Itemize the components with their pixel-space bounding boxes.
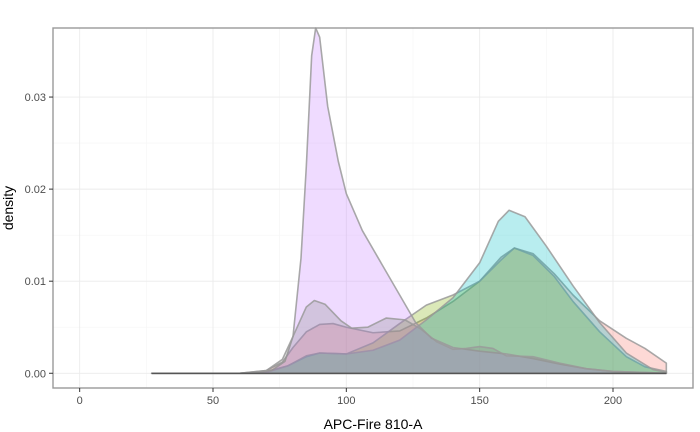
x-tick-label: 150 xyxy=(470,395,488,407)
plot-panel xyxy=(53,28,693,388)
density-area-5 xyxy=(150,299,668,375)
y-tick-label: 0.03 xyxy=(25,92,46,104)
y-tick-label: 0.00 xyxy=(25,368,46,380)
plot-border xyxy=(52,27,694,389)
y-tick-label: 0.02 xyxy=(25,184,46,196)
y-axis-title: density xyxy=(0,186,16,230)
x-tick-label: 100 xyxy=(337,395,355,407)
density-area-1 xyxy=(150,247,668,375)
x-axis-title: APC-Fire 810-A xyxy=(324,416,423,432)
x-axis: 0 50 100 150 200 xyxy=(77,388,622,407)
grid-lines xyxy=(53,28,693,388)
density-series xyxy=(150,27,668,375)
x-tick-label: 50 xyxy=(207,395,219,407)
x-tick-label: 0 xyxy=(77,395,83,407)
density-area-3 xyxy=(150,209,668,375)
y-tick-label: 0.01 xyxy=(25,276,46,288)
x-tick-label: 200 xyxy=(604,395,622,407)
y-axis: 0.00 0.01 0.02 0.03 xyxy=(25,92,53,380)
